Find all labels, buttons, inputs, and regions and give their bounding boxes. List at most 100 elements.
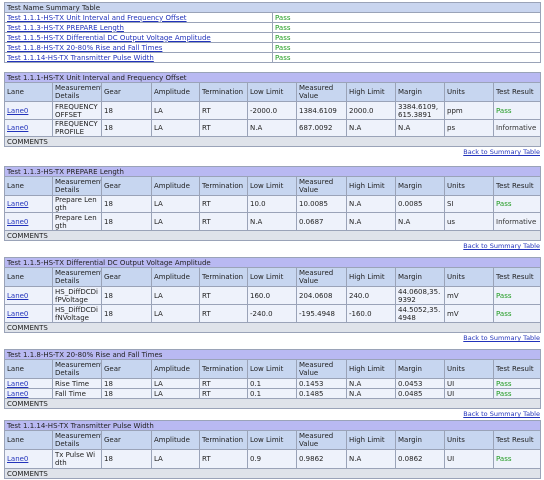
lane-link[interactable]: Lane0 bbox=[7, 389, 29, 398]
data-row: Lane0 Prepare Length 18 LA RT 10.0 10.0085 N.A 0… bbox=[4, 195, 542, 213]
column-header: High Limit bbox=[346, 359, 396, 379]
column-header: Amplitude bbox=[151, 267, 200, 287]
section-title-row: Test 1.1.14-HS-TX Transmitter Pulse Widt… bbox=[3, 420, 542, 431]
lane-link[interactable]: Lane0 bbox=[7, 124, 29, 132]
test-section: Test 1.1.5-HS-TX Differential DC Output … bbox=[3, 257, 542, 333]
test-section: Test 1.1.8-HS-TX 20-80% Rise and Fall Ti… bbox=[3, 349, 542, 409]
data-cell: Pass bbox=[492, 304, 542, 323]
lane-link[interactable]: Lane0 bbox=[7, 106, 29, 115]
summary-link[interactable]: Test 1.1.1-HS-TX Unit Interval and Frequ… bbox=[7, 13, 187, 22]
header-row: Lane Measurement Details Gear Amplitude Term… bbox=[4, 267, 542, 287]
column-header: Units bbox=[444, 359, 494, 379]
column-header: Test Result bbox=[492, 359, 542, 379]
data-cell: 2000.0 bbox=[346, 101, 396, 120]
data-cell: N.A bbox=[346, 119, 396, 137]
comments-label: COMMENTS bbox=[3, 322, 542, 333]
data-cell: N.A bbox=[247, 119, 297, 137]
data-cell: 160.0 bbox=[247, 286, 297, 305]
data-cell: 0.0453 bbox=[395, 378, 445, 389]
data-row: Lane0 HS_DiffDCDifPVoltage 18 LA RT 160.0 204.… bbox=[4, 286, 542, 305]
data-cell: us bbox=[444, 212, 494, 231]
result-table: Test 1.1.5-HS-TX Differential DC Output … bbox=[3, 257, 542, 333]
data-cell: 18 bbox=[101, 449, 152, 469]
data-cell: 44.5052,35.4948 bbox=[395, 304, 445, 323]
column-header: Low Limit bbox=[247, 267, 297, 287]
lane-link[interactable]: Lane0 bbox=[7, 217, 29, 226]
data-cell: N.A bbox=[346, 388, 396, 399]
data-cell: -2000.0 bbox=[247, 101, 297, 120]
back-link[interactable]: Back to Summary Table bbox=[463, 148, 540, 156]
data-cell: 0.1 bbox=[247, 388, 297, 399]
data-cell: Lane0 bbox=[4, 101, 53, 120]
data-cell: 18 bbox=[101, 286, 152, 305]
data-cell: Pass bbox=[492, 195, 542, 213]
comments-row: COMMENTS bbox=[3, 468, 542, 479]
data-cell: Lane0 bbox=[4, 449, 53, 469]
back-link[interactable]: Back to Summary Table bbox=[463, 410, 540, 418]
section-title-row: Test 1.1.8-HS-TX 20-80% Rise and Fall Ti… bbox=[3, 349, 542, 360]
result-table: Test 1.1.1-HS-TX Unit Interval and Frequ… bbox=[3, 72, 542, 147]
comments-label: COMMENTS bbox=[3, 230, 542, 241]
data-cell: Pass bbox=[492, 388, 542, 399]
summary-name-cell: Test 1.1.5-HS-TX Differential DC Output … bbox=[4, 32, 273, 43]
summary-row: Test 1.1.5-HS-TX Differential DC Output … bbox=[4, 32, 542, 43]
column-header: Low Limit bbox=[247, 176, 297, 196]
column-header: Termination bbox=[199, 267, 248, 287]
data-cell: UI bbox=[444, 388, 494, 399]
column-header: Margin bbox=[395, 359, 445, 379]
data-cell: Lane0 bbox=[4, 304, 53, 323]
column-header: Termination bbox=[199, 82, 248, 102]
section-title: Test 1.1.3-HS-TX PREPARE Length bbox=[3, 166, 542, 177]
data-cell: RT bbox=[199, 388, 248, 399]
data-cell: UI bbox=[444, 378, 494, 389]
summary-table: Test Name Summary Table Test 1.1.1-HS-TX … bbox=[3, 2, 542, 63]
comments-row: COMMENTS bbox=[3, 398, 542, 409]
column-header: Units bbox=[444, 176, 494, 196]
test-section: Test 1.1.14-HS-TX Transmitter Pulse Widt… bbox=[3, 420, 542, 479]
data-cell: Lane0 bbox=[4, 388, 53, 399]
data-cell: 18 bbox=[101, 212, 152, 231]
lane-link[interactable]: Lane0 bbox=[7, 379, 29, 388]
data-cell: 3384.6109,615.3891 bbox=[395, 101, 445, 120]
data-cell: 0.9 bbox=[247, 449, 297, 469]
header-row: Lane Measurement Details Gear Amplitude Term… bbox=[4, 176, 542, 196]
data-cell: 18 bbox=[101, 388, 152, 399]
summary-row: Test 1.1.1-HS-TX Unit Interval and Frequ… bbox=[4, 12, 542, 23]
data-cell: 0.0485 bbox=[395, 388, 445, 399]
data-cell: N.A bbox=[346, 449, 396, 469]
lane-link[interactable]: Lane0 bbox=[7, 309, 29, 318]
column-header: High Limit bbox=[346, 176, 396, 196]
comments-label: COMMENTS bbox=[3, 398, 542, 409]
header-row: Lane Measurement Details Gear Amplitude Term… bbox=[4, 430, 542, 450]
column-header: Measurement Details bbox=[52, 267, 102, 287]
comments-row: COMMENTS bbox=[3, 322, 542, 333]
data-cell: 0.1485 bbox=[296, 388, 347, 399]
summary-name-cell: Test 1.1.3-HS-TX PREPARE Length bbox=[4, 22, 273, 33]
column-header: Gear bbox=[101, 430, 152, 450]
summary-link[interactable]: Test 1.1.8-HS-TX 20-80% Rise and Fall Ti… bbox=[7, 43, 163, 52]
column-header: Test Result bbox=[492, 176, 542, 196]
result-table: Test 1.1.14-HS-TX Transmitter Pulse Widt… bbox=[3, 420, 542, 479]
data-cell: RT bbox=[199, 378, 248, 389]
data-cell: Lane0 bbox=[4, 195, 53, 213]
summary-link[interactable]: Test 1.1.3-HS-TX PREPARE Length bbox=[7, 23, 124, 32]
back-link[interactable]: Back to Summary Table bbox=[463, 334, 540, 342]
data-cell: Informative bbox=[492, 119, 542, 137]
data-cell: RT bbox=[199, 195, 248, 213]
data-cell: 687.0092 bbox=[296, 119, 347, 137]
lane-link[interactable]: Lane0 bbox=[7, 200, 29, 208]
data-cell: 1384.6109 bbox=[296, 101, 347, 120]
summary-link[interactable]: Test 1.1.5-HS-TX Differential DC Output … bbox=[7, 33, 211, 42]
data-row: Lane0 Prepare Length 18 LA RT N.A 0.0687 N.A N.A… bbox=[4, 212, 542, 231]
column-header: Measured Value bbox=[296, 82, 347, 102]
column-header: Units bbox=[444, 82, 494, 102]
lane-link[interactable]: Lane0 bbox=[7, 455, 29, 463]
data-row: Lane0 Tx Pulse Width 18 LA RT 0.9 0.9862 N.A 0.0… bbox=[4, 449, 542, 469]
column-header: Lane bbox=[4, 82, 53, 102]
data-cell: 18 bbox=[101, 101, 152, 120]
back-link[interactable]: Back to Summary Table bbox=[463, 242, 540, 250]
summary-link[interactable]: Test 1.1.14-HS-TX Transmitter Pulse Widt… bbox=[7, 53, 154, 62]
data-cell: Lane0 bbox=[4, 119, 53, 137]
comments-label: COMMENTS bbox=[3, 136, 542, 147]
lane-link[interactable]: Lane0 bbox=[7, 291, 29, 300]
